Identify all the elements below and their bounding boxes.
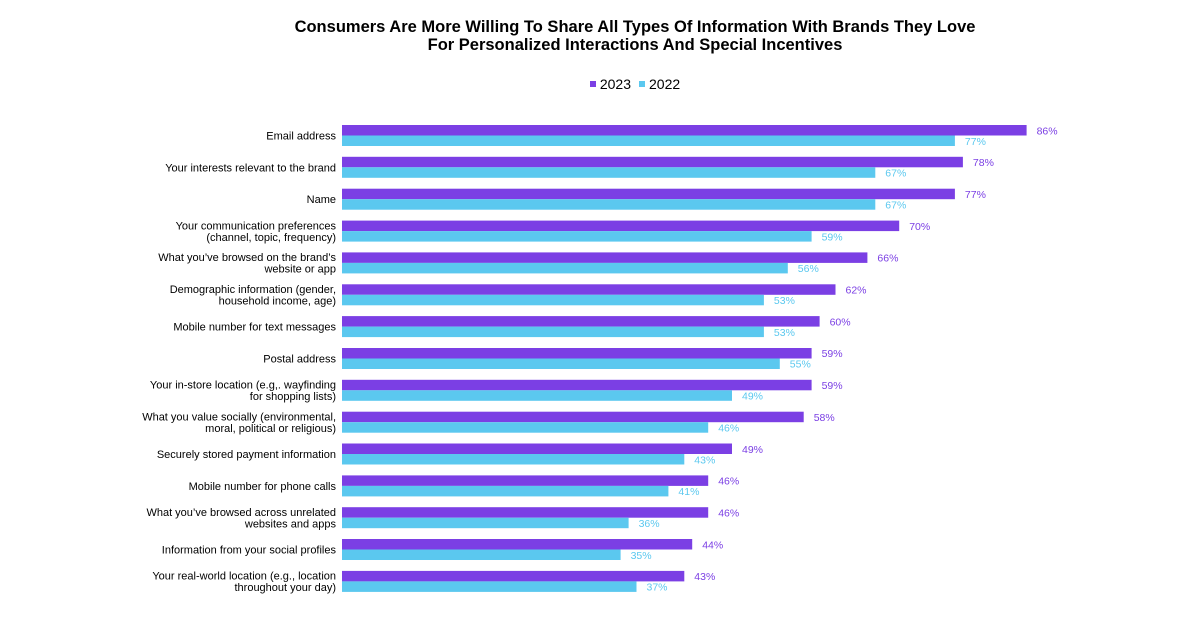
chart-title-line-1: Consumers Are More Willing To Share All … [294,18,976,36]
value-label-2022: 56% [798,263,819,275]
category-label: Mobile number for text messages [173,322,336,334]
legend-item-2022: 2022 [639,76,680,92]
bar-2022 [342,390,732,401]
bar-2023 [342,507,709,518]
chart-title-line-2: For Personalized Interactions And Specia… [427,36,843,54]
value-label-2022: 77% [965,136,986,148]
category-label: What you’ve browsed across unrelated webs… [146,507,336,531]
category-label: What you value socially (environmental, m… [142,411,336,435]
value-label-2023: 44% [702,539,723,551]
value-label-2023: 70% [909,221,930,233]
legend-item-2023: 2023 [589,76,631,92]
bar-2022 [342,294,764,306]
legend-swatch-2022 [639,81,645,87]
value-label-2022: 41% [678,486,699,498]
bar-2023 [342,443,732,454]
bar-2023 [342,411,804,423]
category-label: Your real-world location (e.g., location… [152,571,336,595]
value-label-2023: 77% [965,189,986,201]
bar-2022 [342,581,637,592]
value-label-2023: 66% [877,253,898,265]
bar-2022 [342,326,764,338]
value-label-2023: 78% [973,157,994,169]
value-label-2023: 62% [846,285,867,297]
bar-2023 [342,188,955,200]
legend-swatch-2023 [589,81,596,87]
bar-2023 [342,252,868,263]
value-label-2022: 53% [774,327,795,339]
value-label-2023: 46% [718,476,739,488]
bar-2023 [342,570,685,582]
bar-2022 [342,454,685,465]
bar-2022 [342,231,812,242]
legend: 2023 2022 [0,76,1200,92]
value-label-2022: 36% [639,518,660,530]
bar-2022 [342,549,621,560]
bar-2023 [342,348,812,359]
bar-2023 [342,379,812,391]
chart-title: Consumers Are More Willing To Share All … [0,18,1200,54]
bar-2022 [342,262,788,274]
value-label-2023: 86% [1037,125,1058,137]
bar-2023 [342,156,963,168]
category-label: Mobile number for phone calls [189,481,337,493]
bar-2023 [342,125,1027,136]
bar-2023 [342,284,836,295]
legend-label-2022: 2022 [649,76,681,92]
value-label-2022: 37% [647,582,668,594]
value-label-2022: 43% [694,454,715,466]
bar-2023 [342,475,709,486]
value-label-2023: 59% [822,348,843,360]
category-label: What you’ve browsed on the brand’s websit… [158,252,336,276]
value-label-2023: 43% [694,571,715,583]
bar-2022 [342,199,876,210]
value-label-2022: 67% [885,199,906,211]
value-label-2023: 60% [830,316,851,328]
category-label: Your interests relevant to the brand [165,162,336,174]
category-label: Postal address [263,354,336,366]
category-label: Your in-store location (e.g,. wayfinding… [150,380,336,404]
bar-2022 [342,167,876,178]
bar-2022 [342,485,669,497]
bar-2022 [342,135,955,146]
bar-2022 [342,517,629,529]
bar-2022 [342,422,709,433]
value-label-2022: 46% [718,422,739,434]
value-label-2022: 53% [774,295,795,307]
bar-2023 [342,220,900,232]
value-label-2022: 55% [790,359,811,371]
value-label-2022: 49% [742,391,763,403]
value-label-2023: 58% [814,412,835,424]
legend-label-2023: 2023 [599,76,631,92]
bar-2023 [342,316,820,327]
value-label-2022: 59% [822,231,843,243]
bar-2022 [342,358,780,369]
value-label-2022: 35% [631,550,652,562]
value-label-2023: 46% [718,508,739,520]
category-label: Information from your social profiles [162,545,337,557]
value-label-2022: 67% [885,168,906,180]
category-label: Email address [266,131,336,143]
value-label-2023: 59% [822,380,843,392]
bar-2023 [342,539,693,550]
value-label-2023: 49% [742,444,763,456]
category-label: Name [307,194,336,206]
category-label: Securely stored payment information [157,449,336,461]
category-label: Your communication preferences (channel, … [176,220,337,244]
category-label: Demographic information (gender, househol… [170,284,336,308]
